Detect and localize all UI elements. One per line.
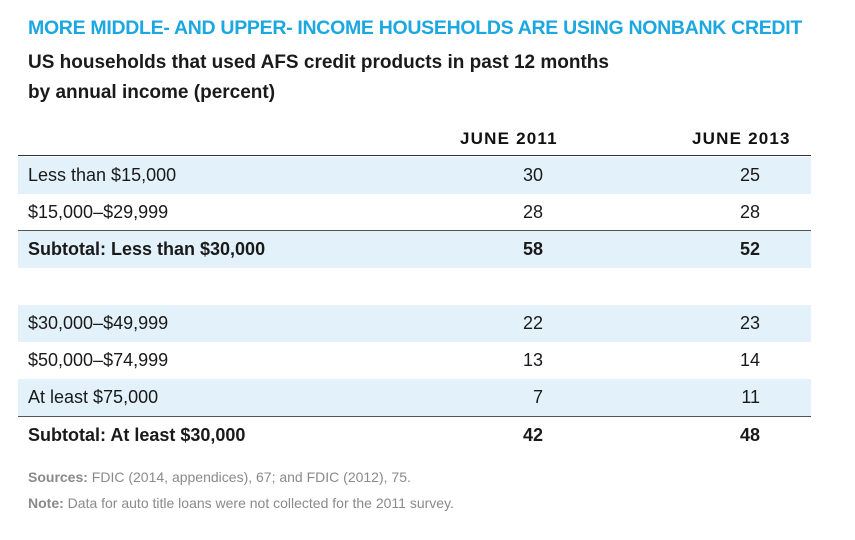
column-header-june-2011: JUNE 2011 — [460, 129, 558, 148]
table-row: $50,000–$74,999 13 14 — [18, 342, 811, 379]
subtotal-row: Subtotal: Less than $30,000 58 52 — [18, 231, 811, 268]
cell-june-2011: 13 — [522, 350, 543, 370]
row-label: $30,000–$49,999 — [28, 313, 169, 333]
row-label: Less than $15,000 — [28, 165, 177, 185]
sources-text: FDIC (2014, appendices), 67; and FDIC (2… — [87, 469, 411, 485]
sources-note: Sources: FDIC (2014, appendices), 67; an… — [28, 469, 411, 485]
subtotal-rule — [18, 416, 811, 417]
row-label: Subtotal: Less than $30,000 — [28, 239, 266, 259]
chart-title: MORE MIDDLE- AND UPPER- INCOME HOUSEHOLD… — [28, 17, 802, 39]
header-rule — [18, 155, 811, 156]
cell-june-2011: 58 — [522, 239, 543, 259]
note-text: Data for auto title loans were not colle… — [63, 495, 454, 511]
cell-june-2013: 48 — [739, 425, 760, 445]
cell-june-2013: 28 — [739, 202, 760, 222]
row-label: $15,000–$29,999 — [28, 202, 169, 222]
row-label: $50,000–$74,999 — [28, 350, 169, 370]
note-label: Note: — [28, 495, 64, 511]
sources-label: Sources: — [28, 469, 88, 485]
cell-june-2011: 28 — [522, 202, 543, 222]
table-row: At least $75,000 7 11 — [18, 379, 811, 416]
cell-june-2013: 14 — [739, 350, 760, 370]
column-header-june-2013: JUNE 2013 — [692, 129, 791, 148]
cell-june-2013: 25 — [739, 165, 760, 185]
cell-june-2011: 7 — [532, 387, 543, 407]
cell-june-2011: 22 — [522, 313, 543, 333]
table-row: $30,000–$49,999 22 23 — [18, 305, 811, 342]
row-label: At least $75,000 — [28, 387, 159, 407]
data-note: Note: Data for auto title loans were not… — [28, 495, 454, 511]
subtotal-rule — [18, 230, 811, 231]
table-row: Less than $15,000 30 25 — [18, 157, 811, 194]
table-row: $15,000–$29,999 28 28 — [18, 194, 811, 231]
row-label: Subtotal: At least $30,000 — [28, 425, 246, 445]
cell-june-2013: 11 — [741, 387, 760, 407]
chart-subtitle-line1: US households that used AFS credit produ… — [28, 52, 609, 73]
chart-subtitle-line2: by annual income (percent) — [28, 82, 276, 103]
cell-june-2011: 30 — [522, 165, 543, 185]
cell-june-2011: 42 — [522, 425, 543, 445]
subtotal-row: Subtotal: At least $30,000 42 48 — [18, 417, 811, 454]
cell-june-2013: 52 — [739, 239, 760, 259]
cell-june-2013: 23 — [739, 313, 760, 333]
